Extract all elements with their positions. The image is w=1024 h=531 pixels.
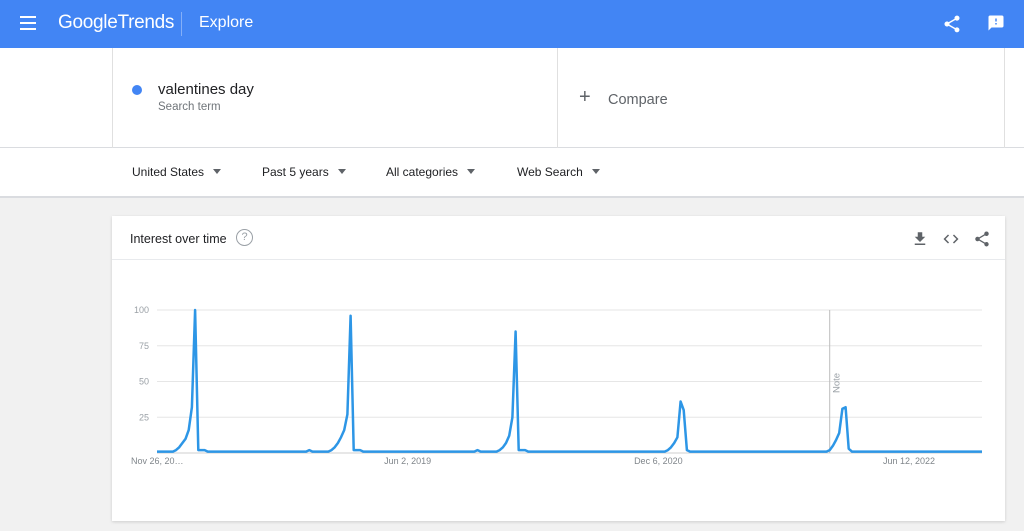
interest-line-chart[interactable]: 100 75 50 25 Note Nov 26, 20… Jun 2, 2019 Dec 6…	[112, 260, 1005, 521]
caret-down-icon	[591, 169, 600, 174]
top-app-bar: GoogleTrends Explore	[0, 0, 1024, 48]
time-range-value: Past 5 years	[262, 165, 329, 179]
logo-google-text: Google	[58, 12, 118, 33]
embed-code-icon[interactable]	[942, 230, 960, 248]
interest-over-time-card: Interest over time ? 100 75 50 25 Note Nov 26…	[112, 216, 1005, 521]
compare-button[interactable]: + Compare	[558, 48, 1005, 148]
x-tick-label: Nov 26, 20…	[131, 456, 184, 466]
hamburger-menu-icon[interactable]	[20, 16, 36, 30]
compare-label: Compare	[608, 92, 668, 108]
note-label: Note	[832, 373, 843, 393]
card-header: Interest over time ?	[112, 216, 1005, 260]
region-dropdown[interactable]: United States	[132, 165, 222, 179]
search-type-dropdown[interactable]: Web Search	[517, 165, 600, 179]
feedback-icon[interactable]	[987, 14, 1005, 32]
download-icon[interactable]	[911, 230, 929, 248]
help-icon[interactable]: ?	[236, 229, 253, 246]
y-tick-label: 25	[139, 412, 149, 422]
x-tick-label: Jun 12, 2022	[883, 456, 935, 466]
google-trends-logo[interactable]: GoogleTrends	[58, 12, 174, 34]
caret-down-icon	[337, 169, 346, 174]
x-tick-label: Dec 6, 2020	[634, 456, 683, 466]
card-title: Interest over time	[130, 232, 227, 246]
share-icon[interactable]	[942, 14, 962, 34]
search-term-name: valentines day	[158, 81, 254, 98]
header-divider	[181, 12, 182, 36]
term-color-dot	[132, 85, 142, 95]
filters-bar: United States Past 5 years All categorie…	[0, 148, 1024, 198]
y-tick-label: 75	[139, 341, 149, 351]
page-title: Explore	[199, 14, 254, 31]
region-value: United States	[132, 165, 205, 179]
y-tick-label: 50	[139, 377, 149, 387]
series-line	[157, 308, 982, 453]
category-dropdown[interactable]: All categories	[386, 165, 476, 179]
search-terms-row: valentines day Search term + Compare	[0, 48, 1024, 148]
search-term-type: Search term	[158, 101, 221, 113]
search-term-card[interactable]: valentines day Search term	[112, 48, 558, 148]
logo-trends-text: Trends	[117, 12, 175, 33]
share-chart-icon[interactable]	[973, 230, 991, 248]
x-tick-label: Jun 2, 2019	[384, 456, 431, 466]
caret-down-icon	[467, 169, 476, 174]
caret-down-icon	[213, 169, 222, 174]
search-type-value: Web Search	[517, 165, 583, 179]
time-range-dropdown[interactable]: Past 5 years	[262, 165, 346, 179]
plus-icon: +	[579, 86, 591, 108]
category-value: All categories	[386, 165, 459, 179]
y-tick-label: 100	[134, 305, 149, 315]
